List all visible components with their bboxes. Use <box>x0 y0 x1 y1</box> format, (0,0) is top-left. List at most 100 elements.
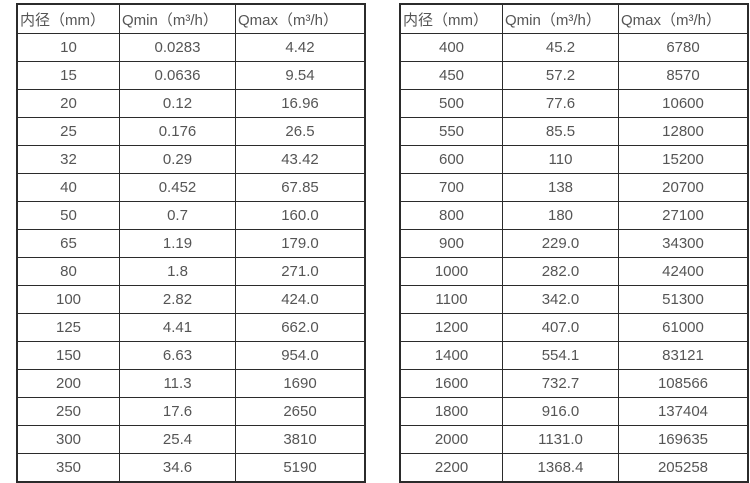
table-cell: 17.6 <box>119 397 236 426</box>
table-cell: 300 <box>16 425 120 454</box>
table-cell: 160.0 <box>235 201 366 230</box>
table-row: 600 110 15200 <box>399 145 749 174</box>
table-cell: 138 <box>502 173 619 202</box>
table-cell: 125 <box>16 313 120 342</box>
table-cell: 0.12 <box>119 89 236 118</box>
table-cell: 1000 <box>399 257 503 286</box>
table-row: 1200 407.0 61000 <box>399 313 749 342</box>
header-inner-diameter: 内径（mm） <box>16 3 120 34</box>
header-qmin: Qmin（m³/h） <box>119 3 236 34</box>
table-cell: 42400 <box>618 257 749 286</box>
flow-spec-table-right: 内径（mm） Qmin（m³/h） Qmax（m³/h） 400 45.2 6780… <box>399 3 749 483</box>
table-cell: 2.82 <box>119 285 236 314</box>
table-row: 700 138 20700 <box>399 173 749 202</box>
table-cell: 108566 <box>618 369 749 398</box>
table-cell: 600 <box>399 145 503 174</box>
table-cell: 77.6 <box>502 89 619 118</box>
table-row: 550 85.5 12800 <box>399 117 749 146</box>
table-cell: 0.0283 <box>119 33 236 62</box>
table-cell: 200 <box>16 369 120 398</box>
table-cell: 100 <box>16 285 120 314</box>
table-row: 1000 282.0 42400 <box>399 257 749 286</box>
table-body: 10 0.0283 4.42 15 0.0636 9.54 20 0.12 16.96 25 0.1… <box>16 33 366 483</box>
table-cell: 15 <box>16 61 120 90</box>
table-row: 25 0.176 26.5 <box>16 117 366 146</box>
table-cell: 1368.4 <box>502 453 619 483</box>
table-cell: 34.6 <box>119 453 236 483</box>
table-row: 40 0.452 67.85 <box>16 173 366 202</box>
table-cell: 20700 <box>618 173 749 202</box>
table-cell: 271.0 <box>235 257 366 286</box>
table-cell: 10600 <box>618 89 749 118</box>
table-cell: 110 <box>502 145 619 174</box>
table-row: 150 6.63 954.0 <box>16 341 366 370</box>
table-cell: 2650 <box>235 397 366 426</box>
table-row: 2000 1131.0 169635 <box>399 425 749 454</box>
table-cell: 3810 <box>235 425 366 454</box>
table-cell: 45.2 <box>502 33 619 62</box>
table-cell: 15200 <box>618 145 749 174</box>
table-cell: 80 <box>16 257 120 286</box>
table-cell: 0.29 <box>119 145 236 174</box>
table-cell: 500 <box>399 89 503 118</box>
table-cell: 61000 <box>618 313 749 342</box>
table-cell: 8570 <box>618 61 749 90</box>
table-cell: 9.54 <box>235 61 366 90</box>
table-row: 1800 916.0 137404 <box>399 397 749 426</box>
table-row: 32 0.29 43.42 <box>16 145 366 174</box>
table-cell: 800 <box>399 201 503 230</box>
flow-spec-table-left: 内径（mm） Qmin（m³/h） Qmax（m³/h） 10 0.0283 4.4… <box>16 3 366 483</box>
table-cell: 250 <box>16 397 120 426</box>
header-qmin: Qmin（m³/h） <box>502 3 619 34</box>
table-cell: 1131.0 <box>502 425 619 454</box>
table-row: 2200 1368.4 205258 <box>399 453 749 483</box>
table-cell: 27100 <box>618 201 749 230</box>
table-row: 80 1.8 271.0 <box>16 257 366 286</box>
table-cell: 282.0 <box>502 257 619 286</box>
table-cell: 179.0 <box>235 229 366 258</box>
table-cell: 26.5 <box>235 117 366 146</box>
table-cell: 25.4 <box>119 425 236 454</box>
table-row: 100 2.82 424.0 <box>16 285 366 314</box>
table-cell: 4.41 <box>119 313 236 342</box>
table-cell: 1690 <box>235 369 366 398</box>
header-qmax: Qmax（m³/h） <box>235 3 366 34</box>
table-cell: 350 <box>16 453 120 483</box>
table-cell: 11.3 <box>119 369 236 398</box>
table-cell: 10 <box>16 33 120 62</box>
table-cell: 554.1 <box>502 341 619 370</box>
table-cell: 25 <box>16 117 120 146</box>
table-row: 800 180 27100 <box>399 201 749 230</box>
table-cell: 20 <box>16 89 120 118</box>
table-body: 400 45.2 6780 450 57.2 8570 500 77.6 10600 550 85.… <box>399 33 749 483</box>
table-row: 500 77.6 10600 <box>399 89 749 118</box>
table-cell: 407.0 <box>502 313 619 342</box>
table-cell: 2000 <box>399 425 503 454</box>
table-cell: 65 <box>16 229 120 258</box>
table-cell: 32 <box>16 145 120 174</box>
table-cell: 916.0 <box>502 397 619 426</box>
table-row: 400 45.2 6780 <box>399 33 749 62</box>
table-row: 900 229.0 34300 <box>399 229 749 258</box>
table-cell: 4.42 <box>235 33 366 62</box>
table-cell: 34300 <box>618 229 749 258</box>
table-cell: 6780 <box>618 33 749 62</box>
table-cell: 550 <box>399 117 503 146</box>
table-row: 1100 342.0 51300 <box>399 285 749 314</box>
table-row: 125 4.41 662.0 <box>16 313 366 342</box>
table-row: 1600 732.7 108566 <box>399 369 749 398</box>
table-cell: 137404 <box>618 397 749 426</box>
table-cell: 662.0 <box>235 313 366 342</box>
table-cell: 0.0636 <box>119 61 236 90</box>
table-cell: 150 <box>16 341 120 370</box>
table-cell: 51300 <box>618 285 749 314</box>
table-cell: 40 <box>16 173 120 202</box>
table-cell: 12800 <box>618 117 749 146</box>
table-cell: 169635 <box>618 425 749 454</box>
table-cell: 1200 <box>399 313 503 342</box>
table-cell: 0.176 <box>119 117 236 146</box>
table-cell: 0.7 <box>119 201 236 230</box>
table-cell: 85.5 <box>502 117 619 146</box>
table-row: 1400 554.1 83121 <box>399 341 749 370</box>
